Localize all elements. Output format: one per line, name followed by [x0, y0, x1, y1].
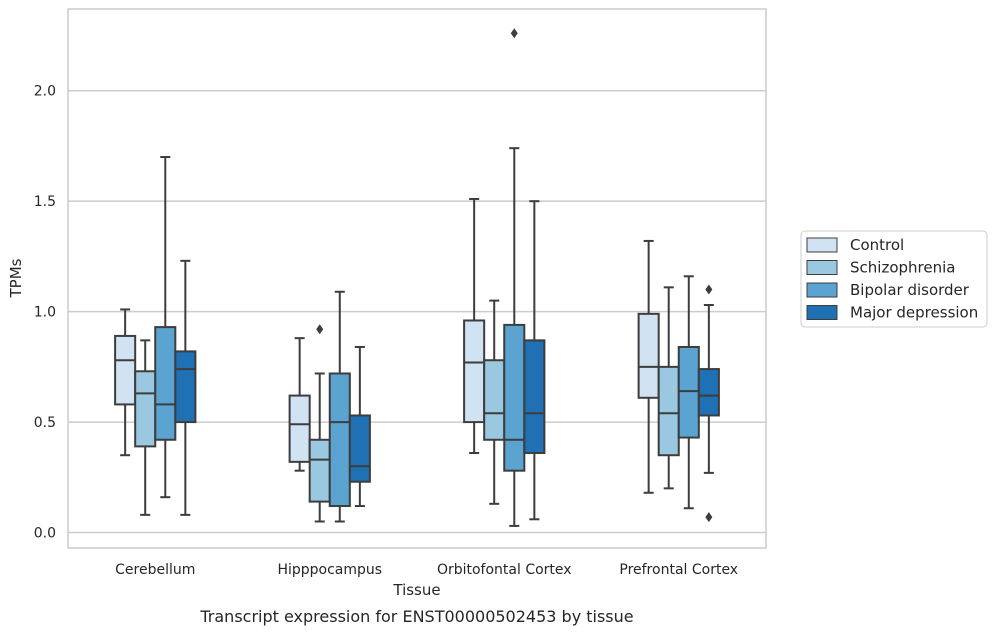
box-bipolar-disorder [328, 290, 351, 523]
y-tick-label: 1.0 [34, 305, 56, 321]
box-body [677, 345, 700, 439]
box-bipolar-disorder [677, 275, 700, 510]
x-tick-label: Orbitofontal Cortex [437, 562, 572, 578]
x-axis-ticks: Cerebellum Hipppocampus Orbitofontal Corte… [115, 562, 738, 578]
legend-swatch [806, 282, 838, 298]
figure-caption: Transcript expression for ENST0000050245… [199, 607, 633, 626]
x-tick-label: Hipppocampus [277, 562, 382, 578]
box-body [503, 323, 526, 472]
legend-swatch [806, 260, 838, 275]
boxes [114, 28, 720, 527]
y-tick-label: 2.0 [34, 84, 56, 100]
box-schizophrenia [657, 286, 680, 490]
box-bipolar-disorder [503, 28, 526, 527]
outlier-marker [705, 512, 713, 523]
outlier-marker [705, 284, 713, 295]
box-schizophrenia [483, 299, 506, 505]
y-axis-ticks: 0.0 0.5 1.0 1.5 2.0 [34, 84, 56, 542]
box-control [114, 308, 137, 457]
outlier-marker [510, 28, 518, 39]
y-axis-label: TPMs [7, 258, 25, 298]
box-major-depression [697, 284, 720, 523]
box-schizophrenia [134, 339, 157, 516]
legend-swatch [806, 237, 838, 253]
legend-frame [800, 230, 988, 328]
box-body [348, 414, 371, 483]
box-body [483, 359, 506, 441]
y-tick-label: 1.5 [34, 194, 56, 210]
box-body [114, 334, 137, 406]
box-body [154, 326, 177, 441]
box-body [308, 438, 331, 503]
x-tick-label: Prefrontal Cortex [619, 562, 738, 578]
box-body [463, 319, 486, 424]
outlier-marker [316, 324, 324, 335]
box-control [463, 197, 486, 455]
box-major-depression [348, 345, 371, 508]
box-major-depression [174, 259, 197, 516]
box-body [697, 368, 720, 417]
box-bipolar-disorder [154, 156, 177, 499]
legend-label: Bipolar disorder [850, 281, 970, 299]
box-body [134, 370, 157, 448]
legend-label: Major depression [850, 304, 978, 322]
legend-label: Control [850, 236, 904, 254]
y-tick-label: 0.5 [34, 415, 56, 431]
box-body [328, 372, 351, 508]
x-axis-label: Tissue [392, 581, 440, 599]
box-body [288, 394, 311, 463]
box-body [637, 312, 660, 399]
box-schizophrenia [308, 324, 331, 523]
y-tick-label: 0.0 [34, 526, 56, 542]
box-control [637, 239, 660, 494]
box-control [288, 337, 311, 472]
legend: Control Schizophrenia Bipolar disorder Majo… [800, 230, 988, 328]
legend-swatch [806, 305, 838, 320]
legend-label: Schizophrenia [850, 259, 955, 277]
gridlines [68, 89, 766, 534]
x-tick-label: Cerebellum [115, 562, 195, 578]
box-body [174, 350, 197, 424]
box-body [657, 365, 680, 457]
box-major-depression [523, 200, 546, 521]
plot-area-frame [67, 8, 767, 549]
box-body [523, 339, 546, 455]
